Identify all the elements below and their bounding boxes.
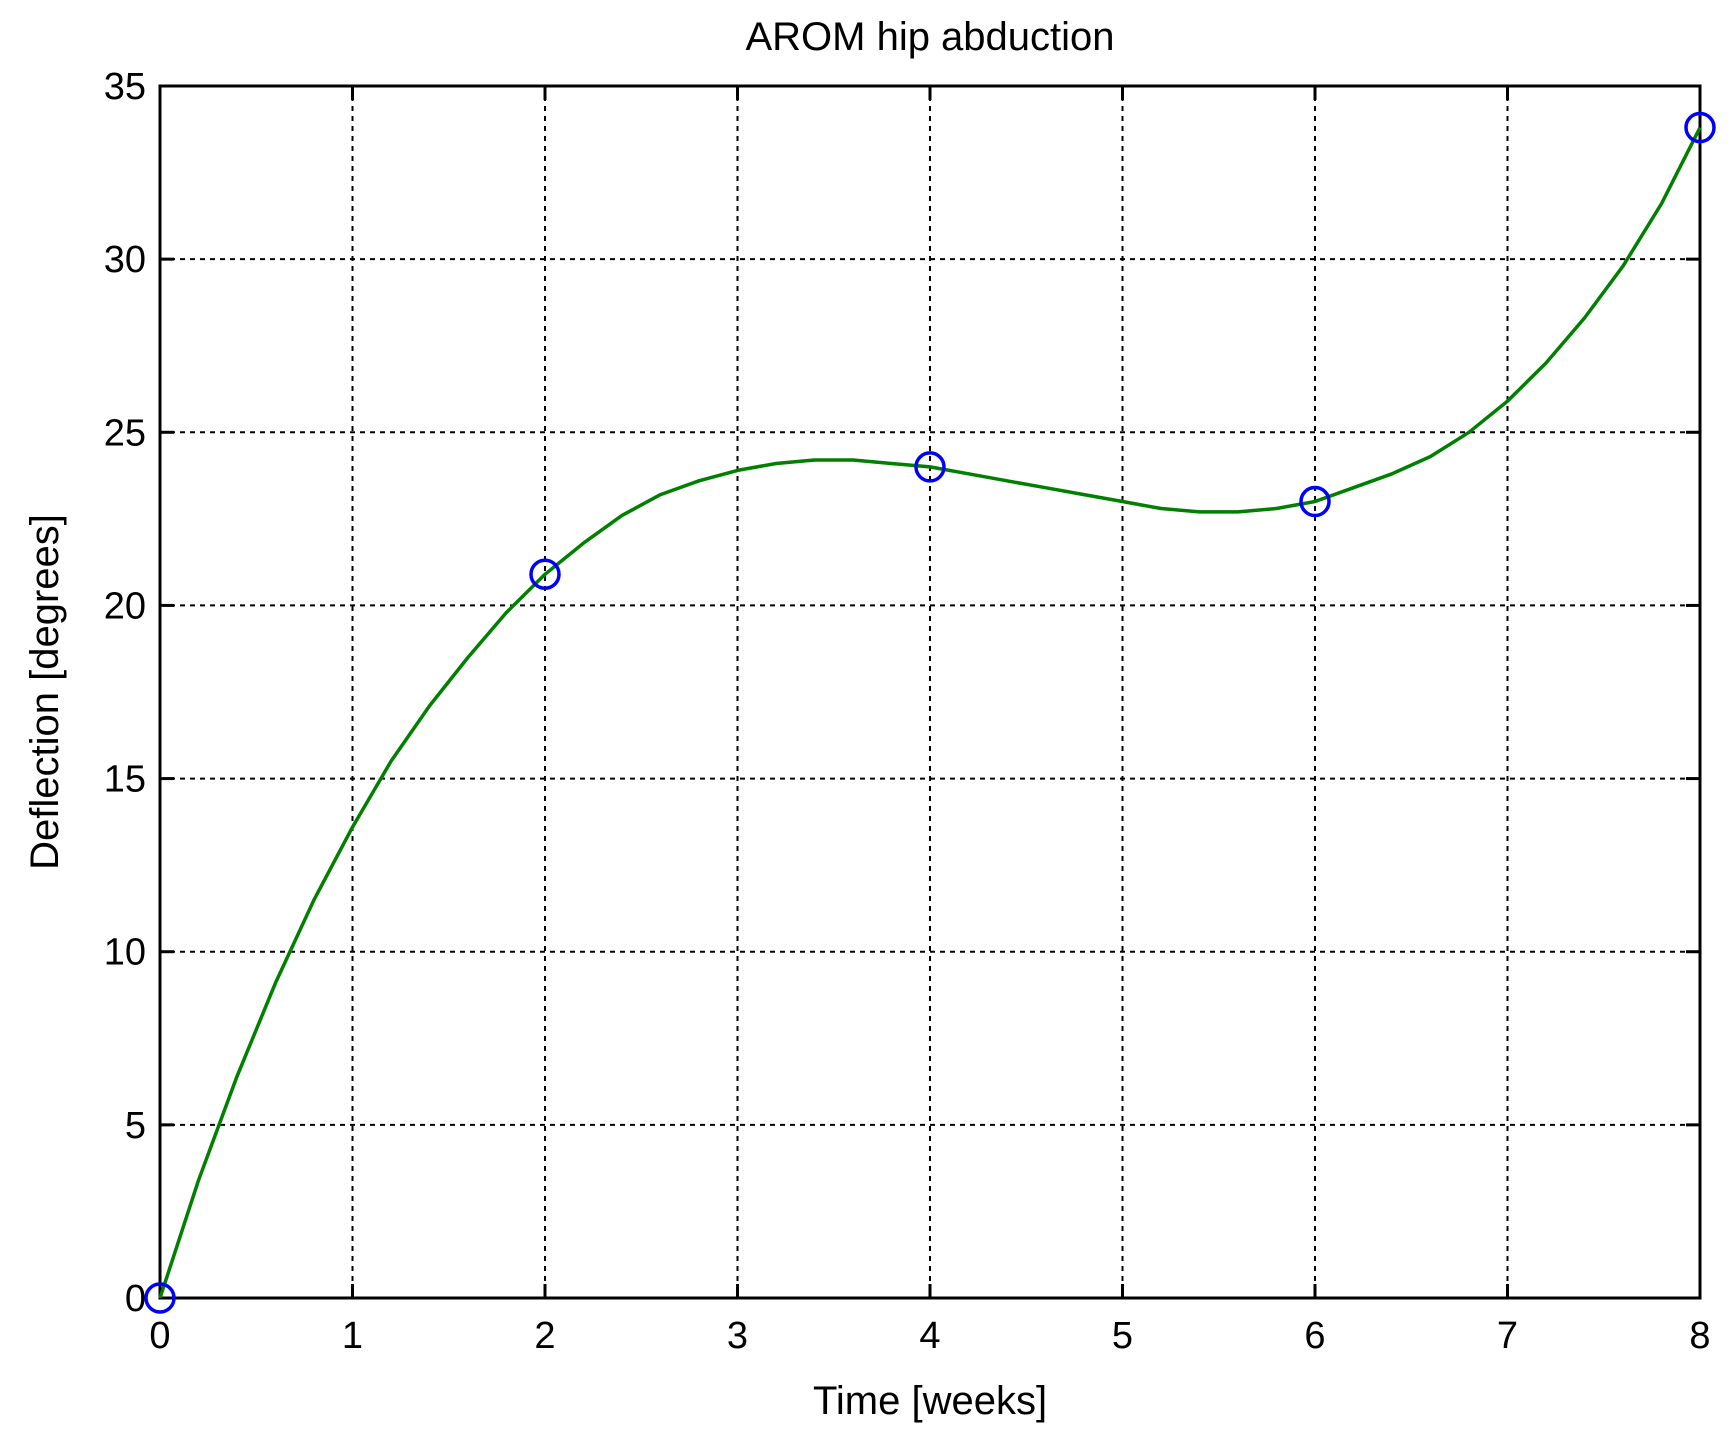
x-tick-label-8: 8 <box>1689 1315 1710 1357</box>
x-tick-label-7: 7 <box>1497 1315 1518 1357</box>
data-series <box>144 111 1716 1314</box>
data-point-2 <box>529 558 561 591</box>
x-tick-label-4: 4 <box>919 1315 940 1357</box>
x-axis-label: Time [weeks] <box>813 1379 1047 1423</box>
data-point-6 <box>1299 485 1331 518</box>
y-tick-label-35: 35 <box>104 66 146 108</box>
x-tick-label-6: 6 <box>1304 1315 1325 1357</box>
y-tick-label-5: 5 <box>125 1105 146 1147</box>
y-tick-label-15: 15 <box>104 759 146 801</box>
grid <box>160 86 1700 1298</box>
x-tick-label-1: 1 <box>342 1315 363 1357</box>
x-tick-label-0: 0 <box>149 1315 170 1357</box>
y-tick-label-25: 25 <box>104 412 146 454</box>
data-point-4 <box>914 451 946 483</box>
axis-ticks: 0 1 2 3 4 5 6 7 8 0 5 10 15 20 25 30 35 <box>104 66 1711 1357</box>
y-tick-label-0: 0 <box>125 1278 146 1320</box>
x-tick-label-3: 3 <box>727 1315 748 1357</box>
y-tick-label-30: 30 <box>104 239 146 281</box>
y-tick-label-10: 10 <box>104 932 146 974</box>
data-point-0 <box>144 1282 176 1314</box>
x-tick-label-2: 2 <box>534 1315 555 1357</box>
chart-title: AROM hip abduction <box>745 15 1114 59</box>
fitted-curve <box>158 126 1702 1299</box>
x-tick-label-5: 5 <box>1112 1315 1133 1357</box>
data-point-8 <box>1684 111 1716 144</box>
y-axis-label: Deflection [degrees] <box>23 514 67 870</box>
y-tick-label-20: 20 <box>104 585 146 627</box>
